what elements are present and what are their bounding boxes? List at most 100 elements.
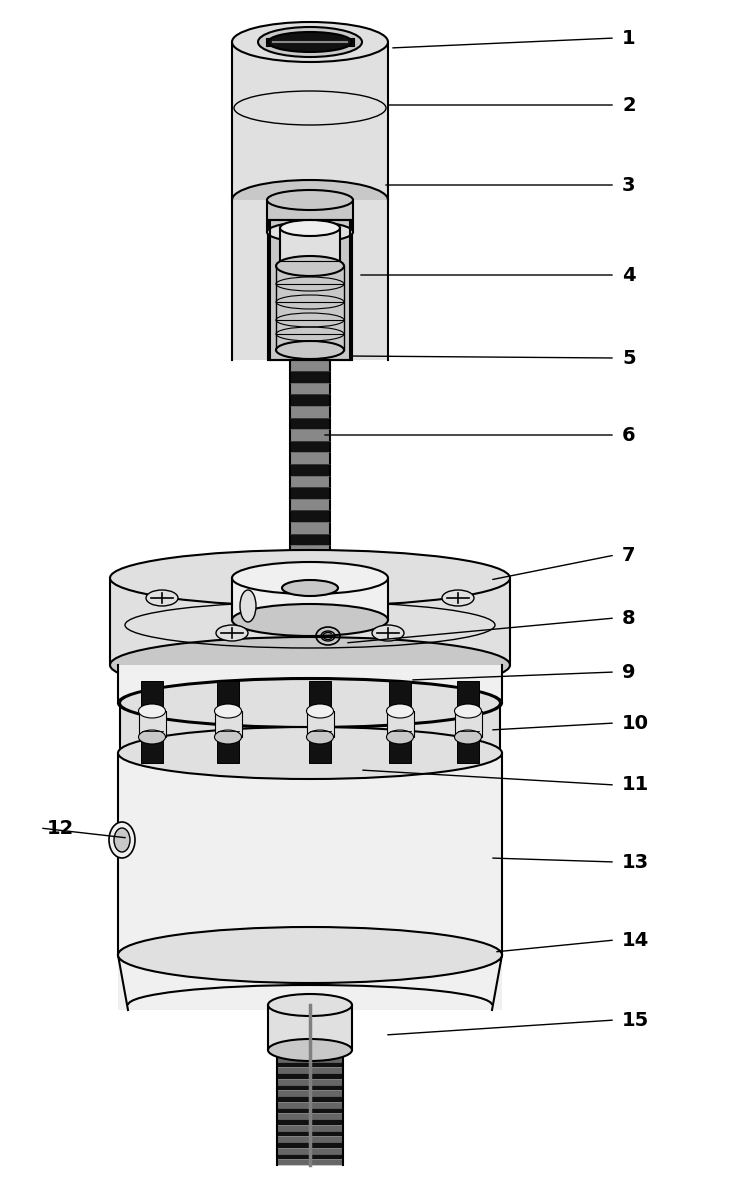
Bar (277, 1067, 343, 1073)
Ellipse shape (276, 341, 344, 359)
Ellipse shape (232, 180, 388, 219)
Text: 7: 7 (622, 546, 635, 565)
Ellipse shape (454, 730, 481, 745)
Ellipse shape (442, 590, 474, 605)
Ellipse shape (387, 704, 414, 718)
Bar (290, 429, 330, 441)
Ellipse shape (372, 625, 404, 641)
Bar (118, 665, 502, 703)
Text: 10: 10 (622, 713, 649, 733)
Bar (290, 476, 330, 487)
Ellipse shape (232, 562, 388, 594)
Ellipse shape (280, 219, 340, 236)
Bar (277, 1073, 343, 1079)
Bar (277, 1056, 343, 1061)
Text: 6: 6 (622, 426, 635, 445)
Bar (290, 348, 330, 360)
Bar (110, 578, 510, 665)
Bar (276, 266, 344, 350)
Bar (290, 278, 330, 290)
Ellipse shape (120, 679, 500, 727)
Bar (280, 228, 340, 266)
Ellipse shape (268, 994, 352, 1016)
Ellipse shape (214, 730, 241, 745)
Bar (120, 703, 500, 753)
Bar (266, 38, 354, 46)
Bar (118, 753, 502, 954)
Bar (290, 534, 330, 546)
Ellipse shape (267, 189, 353, 210)
Bar (290, 267, 330, 278)
Bar (290, 372, 330, 382)
Bar (290, 556, 330, 568)
Bar (290, 382, 330, 394)
Ellipse shape (110, 550, 510, 605)
Bar (290, 290, 330, 302)
Bar (387, 711, 414, 737)
Ellipse shape (268, 1040, 352, 1061)
Bar (290, 452, 330, 464)
Bar (290, 464, 330, 476)
Bar (277, 1090, 343, 1096)
Ellipse shape (118, 727, 502, 779)
Bar (232, 200, 388, 360)
Bar (290, 302, 330, 313)
Bar (277, 1131, 343, 1137)
Ellipse shape (307, 730, 333, 745)
Ellipse shape (110, 637, 510, 693)
Ellipse shape (240, 590, 256, 622)
Text: 14: 14 (622, 930, 649, 950)
Ellipse shape (387, 730, 414, 745)
Bar (307, 711, 333, 737)
Bar (232, 42, 388, 200)
Bar (277, 1141, 343, 1147)
Bar (277, 1096, 343, 1102)
Bar (277, 1079, 343, 1085)
Bar (267, 200, 353, 231)
Bar (217, 681, 239, 763)
Bar (389, 681, 411, 763)
Text: 15: 15 (622, 1011, 649, 1030)
Bar (118, 954, 502, 1010)
Text: 9: 9 (622, 663, 635, 681)
Bar (290, 417, 330, 429)
Bar (277, 1102, 343, 1108)
Bar (277, 1085, 343, 1090)
Text: 13: 13 (622, 852, 649, 872)
Bar (277, 1108, 343, 1113)
Bar (290, 313, 330, 325)
Bar (141, 681, 163, 763)
Bar (290, 337, 330, 348)
Bar (232, 578, 388, 620)
Ellipse shape (118, 929, 502, 981)
Bar (290, 406, 330, 417)
Ellipse shape (214, 704, 241, 718)
Ellipse shape (109, 823, 135, 858)
Bar (277, 1147, 343, 1153)
Bar (268, 1005, 352, 1050)
Bar (290, 568, 330, 580)
Ellipse shape (276, 257, 344, 276)
Bar (214, 711, 241, 737)
Bar (290, 360, 330, 372)
Bar (138, 711, 165, 737)
Text: 12: 12 (47, 819, 74, 837)
Ellipse shape (118, 677, 502, 728)
Ellipse shape (454, 704, 481, 718)
Bar (277, 1119, 343, 1125)
Ellipse shape (232, 22, 388, 62)
Ellipse shape (307, 704, 333, 718)
Bar (277, 1061, 343, 1067)
Ellipse shape (118, 927, 502, 983)
Ellipse shape (138, 730, 165, 745)
Text: 1: 1 (622, 29, 635, 48)
Bar (290, 499, 330, 511)
Bar (277, 1153, 343, 1159)
Bar (290, 394, 330, 406)
Bar (454, 711, 481, 737)
Bar (290, 243, 330, 255)
Bar (290, 487, 330, 499)
Bar (290, 231, 330, 243)
Bar (290, 511, 330, 522)
Ellipse shape (120, 729, 500, 777)
